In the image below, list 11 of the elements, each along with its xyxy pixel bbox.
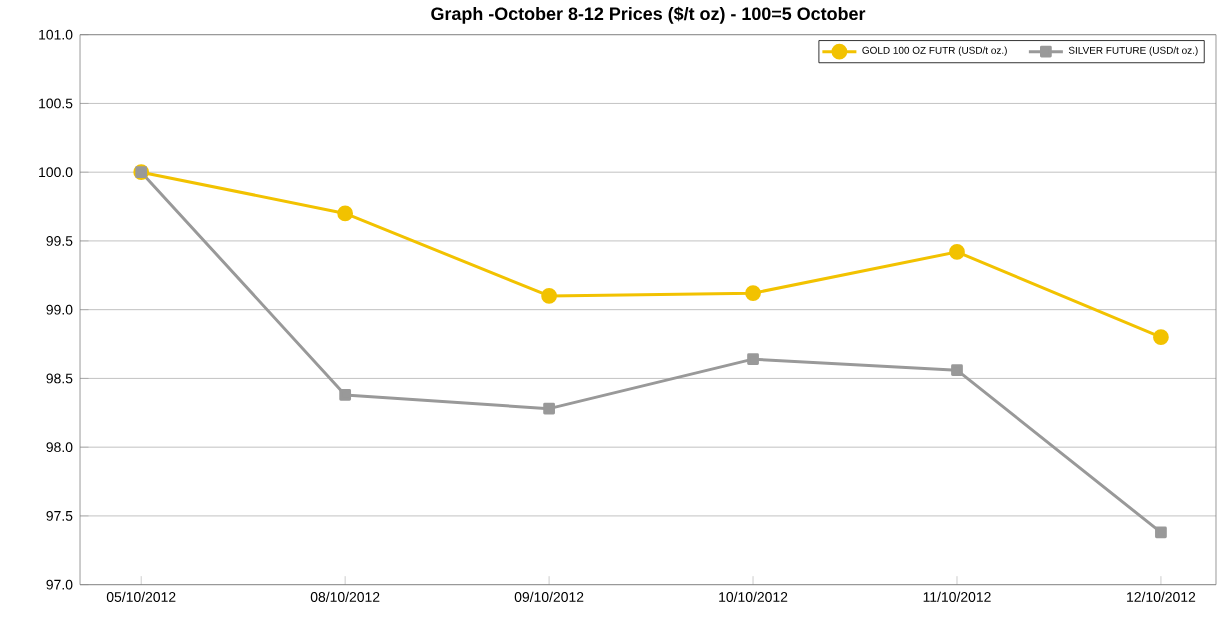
- point: [951, 363, 963, 376]
- chart-title: Graph -October 8-12 Prices ($/t oz) - 100=5 October: [431, 6, 866, 24]
- point: [339, 388, 352, 401]
- point: [949, 243, 965, 260]
- point: [747, 352, 759, 365]
- point: [745, 284, 761, 301]
- point: [541, 287, 557, 304]
- point: [543, 402, 555, 415]
- point: [1153, 328, 1169, 345]
- point: [337, 205, 354, 221]
- point: [1155, 526, 1167, 538]
